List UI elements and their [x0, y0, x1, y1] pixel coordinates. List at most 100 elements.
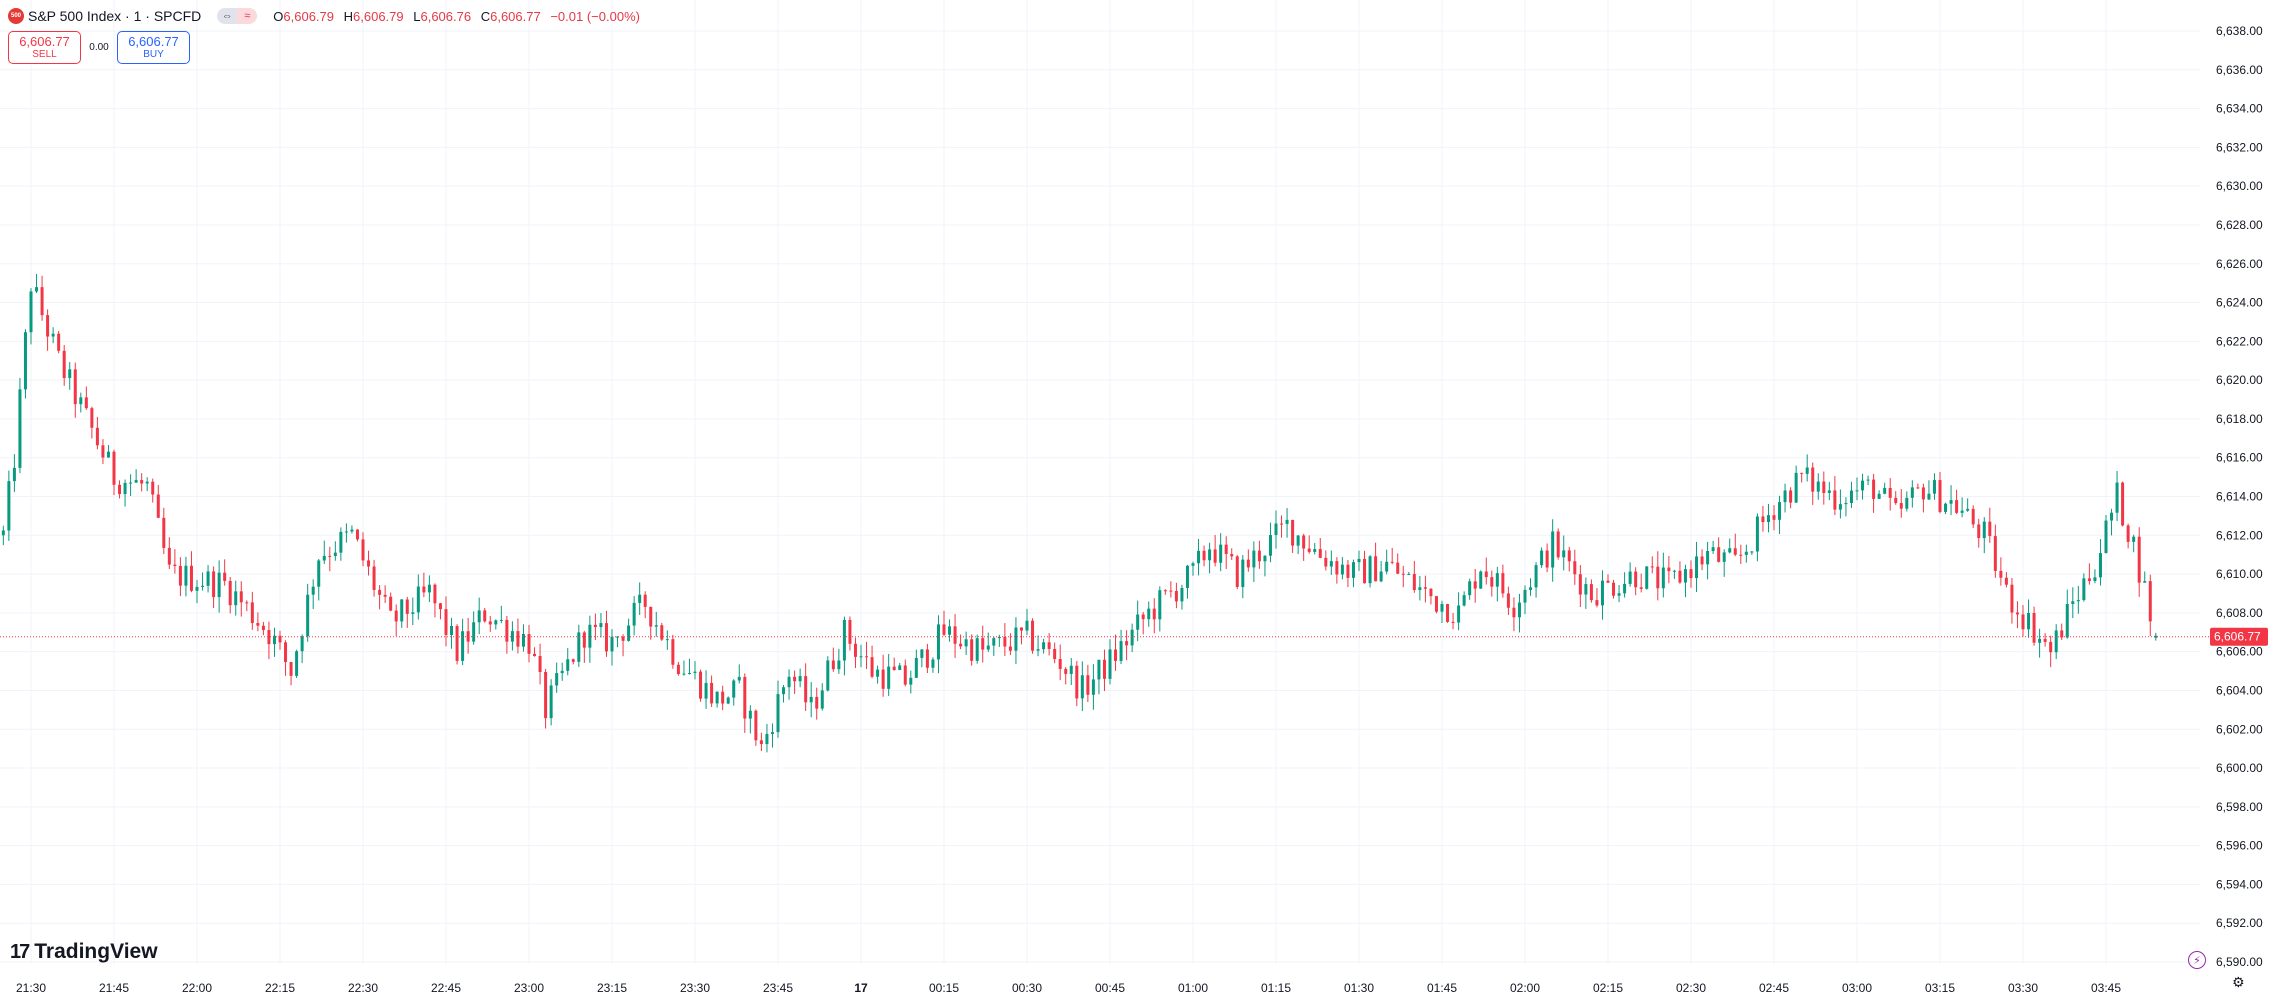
candle-body — [676, 664, 680, 675]
candle-body — [693, 671, 697, 673]
tradingview-mark-icon: 17 — [10, 940, 30, 963]
candle-body — [1058, 659, 1062, 669]
candle-body — [1656, 566, 1660, 589]
spread-value: 0.00 — [89, 42, 109, 53]
candle-body — [1130, 629, 1134, 646]
candle-body — [1213, 549, 1217, 563]
candle-body — [975, 638, 979, 661]
time-axis: 21:30 21:45 22:00 22:15 22:30 22:45 23:00 23:15… — [16, 981, 2121, 995]
candle-body — [1340, 564, 1344, 575]
candle-body — [2076, 600, 2080, 602]
candle-body — [1241, 559, 1245, 587]
candle-body — [250, 602, 254, 623]
candle-body — [1418, 587, 1422, 591]
approx-icon[interactable]: ≈ — [237, 8, 258, 24]
candle-body — [339, 531, 343, 553]
candle-body — [1257, 550, 1261, 562]
price-tick-label: 6,618.00 — [2216, 412, 2263, 426]
candle-body — [1484, 571, 1488, 578]
buy-price: 6,606.77 — [128, 34, 179, 49]
candle-body — [483, 610, 487, 622]
time-tick-label: 21:45 — [99, 981, 129, 995]
candle-body — [1899, 503, 1903, 509]
sell-button[interactable]: 6,606.77 SELL — [8, 31, 81, 64]
candle-body — [284, 642, 288, 663]
symbol-legend: 500 S&P 500 Index · 1 · SPCFD ⇔ ≈ O6,606… — [8, 6, 646, 26]
candle-body — [1877, 493, 1881, 499]
candle-body — [1982, 521, 1986, 539]
candle-body — [51, 333, 55, 337]
candle-body — [1739, 554, 1743, 556]
symbol-logo-icon[interactable]: 500 — [8, 8, 24, 24]
buy-button[interactable]: 6,606.77 BUY — [117, 31, 190, 64]
candle-body — [1816, 481, 1820, 492]
tradingview-logo[interactable]: 17 TradingView — [10, 940, 158, 964]
candle-body — [776, 694, 780, 733]
candle-body — [1822, 481, 1826, 493]
candle-body — [272, 635, 276, 645]
candle-body — [1042, 642, 1046, 650]
candle-body — [870, 657, 874, 677]
candle-body — [184, 565, 188, 586]
candle-body — [378, 589, 382, 595]
candle-body — [2093, 577, 2097, 582]
candle-body — [1019, 627, 1023, 631]
candle-body — [643, 594, 647, 607]
compare-icon[interactable]: ⇔ — [217, 8, 238, 24]
candle-body — [654, 625, 658, 627]
candle-body — [223, 572, 227, 581]
open-label: O — [273, 8, 284, 24]
candle-body — [322, 555, 326, 561]
candle-body — [1683, 569, 1687, 583]
candle-body — [699, 671, 703, 699]
candle-body — [1280, 523, 1284, 525]
candle-body — [793, 676, 797, 682]
candle-body — [876, 669, 880, 677]
candle-body — [743, 676, 747, 719]
candle-body — [123, 482, 127, 495]
time-tick-label: 02:45 — [1759, 981, 1789, 995]
candle-body — [627, 625, 631, 641]
candle-body — [2027, 612, 2031, 630]
candle-body — [1861, 480, 1865, 491]
candle-body — [588, 624, 592, 648]
symbol-title[interactable]: S&P 500 Index · 1 · SPCFD — [28, 8, 202, 24]
candle-body — [57, 333, 61, 351]
candle-body — [1772, 515, 1776, 520]
candle-body — [1612, 582, 1616, 596]
candle-body — [903, 665, 907, 685]
candle-body — [206, 571, 210, 586]
candle-body — [1501, 573, 1505, 594]
candle-body — [1025, 620, 1029, 631]
candle-body — [1534, 565, 1538, 588]
price-tick-label: 6,634.00 — [2216, 102, 2263, 116]
candle-body — [1235, 556, 1239, 587]
pill-toggle[interactable]: ⇔ ≈ — [217, 8, 258, 24]
candle-body — [1451, 621, 1455, 623]
candle-body — [1119, 641, 1123, 661]
candle-body — [1944, 503, 1948, 512]
candle-body — [1761, 516, 1765, 523]
candle-body — [1634, 571, 1638, 588]
price-tick-label: 6,600.00 — [2216, 761, 2263, 775]
settings-gear-icon[interactable]: ⚙ — [2232, 974, 2245, 990]
candle-body — [1357, 558, 1361, 563]
low-label: L — [413, 8, 421, 24]
candle-body — [527, 634, 531, 654]
candle-body — [300, 636, 304, 652]
candle-body — [217, 572, 221, 598]
candle-body — [1838, 504, 1842, 510]
lightning-icon[interactable]: ⚡ — [2188, 951, 2206, 969]
candle-body — [245, 602, 249, 604]
candle-body — [289, 662, 293, 676]
candle-body — [367, 560, 371, 567]
candle-body — [477, 610, 481, 623]
candle-body — [1545, 550, 1549, 568]
candle-body — [1291, 519, 1295, 546]
candle-body — [1274, 523, 1278, 536]
candle-body — [1208, 549, 1212, 561]
candle-body — [1993, 536, 1997, 571]
candle-body — [1191, 563, 1195, 566]
candle-body — [1750, 551, 1754, 553]
